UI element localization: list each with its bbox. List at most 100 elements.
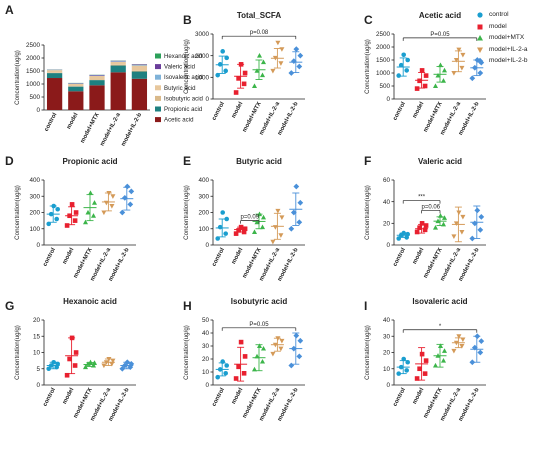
- data-point-g: [103, 360, 109, 365]
- data-point-e: [297, 199, 304, 206]
- stacked-bar-segment-a: [89, 80, 105, 86]
- x-tick-label-d: control: [42, 247, 57, 268]
- data-point-g: [90, 362, 97, 368]
- data-point-g: [85, 361, 91, 366]
- data-point-i: [422, 371, 428, 376]
- data-point-c: [398, 62, 404, 68]
- data-point-i: [453, 340, 459, 346]
- data-point-e: [251, 229, 258, 234]
- data-point-f: [456, 210, 462, 216]
- data-point-c: [477, 70, 484, 76]
- data-point-h: [260, 345, 267, 351]
- group-legend: control model model+MTX model+IL-2-a mod…: [476, 10, 552, 68]
- stacked-bar-segment-a: [46, 73, 63, 79]
- data-point-f: [459, 230, 465, 235]
- data-point-e: [293, 183, 300, 190]
- data-point-b: [272, 55, 278, 61]
- y-tick-label-b: 3000: [195, 31, 210, 38]
- data-point-c: [404, 68, 410, 73]
- data-point-f: [422, 227, 428, 233]
- data-point-d: [85, 209, 91, 215]
- data-point-g: [109, 361, 115, 367]
- y-tick-label-c: 2000: [376, 44, 391, 51]
- data-point-c: [432, 83, 439, 88]
- x-tick-label-c: model: [412, 101, 426, 119]
- y-axis-label-d: Concentration(ug/g): [14, 185, 21, 240]
- y-tick-label-i: 20: [383, 350, 391, 357]
- data-point-d: [46, 221, 51, 227]
- x-tick-label-b: model+MTX: [242, 101, 263, 133]
- y-tick-label-a: 1500: [26, 68, 41, 75]
- x-tick-label-e: model+IL-2-b: [277, 247, 300, 283]
- data-point-b: [256, 53, 263, 58]
- data-point-c: [471, 64, 478, 71]
- data-point-d: [67, 213, 72, 219]
- data-point-b: [288, 70, 295, 76]
- data-point-i: [441, 348, 448, 353]
- data-point-g: [67, 356, 72, 362]
- stacked-bar-segment-a: [89, 85, 105, 110]
- data-point-i: [396, 371, 402, 376]
- y-tick-label-d: 100: [29, 226, 40, 233]
- series-legend-label-a: Isobutyric acid: [164, 95, 203, 102]
- x-tick-label-g: control: [42, 387, 57, 408]
- data-point-b: [275, 40, 281, 46]
- data-point-c: [459, 65, 465, 71]
- legend-item-model: model: [476, 22, 552, 34]
- data-point-h: [241, 371, 247, 376]
- y-tick-label-c: 1000: [376, 70, 391, 77]
- y-tick-label-a: 0: [36, 107, 40, 114]
- data-point-g: [124, 359, 131, 366]
- data-point-f: [423, 223, 429, 228]
- data-point-f: [474, 207, 481, 214]
- legend-item-model-mtx: model+MTX: [476, 33, 552, 45]
- data-point-e: [290, 209, 297, 216]
- y-tick-label-f: 0: [386, 242, 390, 249]
- x-tick-label-d: model: [62, 247, 76, 265]
- data-point-g: [73, 350, 79, 355]
- x-tick-label-f: model: [412, 247, 426, 265]
- stacked-bar-segment-a: [68, 91, 84, 110]
- data-point-b: [236, 76, 241, 81]
- data-point-f: [435, 218, 441, 224]
- sig-label-b: p=0.08: [250, 30, 269, 36]
- data-point-f: [401, 230, 407, 236]
- series-legend-label-a: Valeric acid: [164, 64, 195, 71]
- chart-title-e: Butyric acid: [236, 157, 282, 166]
- sig-label-h: P=0.05: [249, 322, 269, 328]
- series-legend-label-a: Propionic acid: [164, 106, 202, 113]
- data-point-d: [124, 183, 131, 190]
- series-legend-swatch-a: [155, 74, 161, 80]
- sig-label-i: *: [439, 324, 442, 330]
- y-axis-label-g: Concentration(ug/g): [14, 325, 21, 380]
- data-point-g: [101, 363, 107, 369]
- panel-letter-f: F: [364, 154, 371, 168]
- y-tick-label-a: 2500: [26, 42, 41, 49]
- legend-label: model+MTX: [489, 34, 525, 41]
- data-point-b: [260, 59, 267, 65]
- y-tick-label-e: 300: [198, 193, 209, 200]
- x-tick-label-f: model+MTX: [423, 247, 444, 279]
- x-tick-label-c: control: [392, 101, 407, 122]
- data-point-f: [478, 213, 485, 220]
- x-tick-label-e: model+MTX: [242, 247, 263, 279]
- x-tick-label-e: control: [211, 247, 226, 268]
- y-axis-label-i: Concentration(ug/g): [364, 325, 371, 380]
- y-tick-label-d: 0: [36, 242, 40, 249]
- legend-label: model: [489, 22, 507, 30]
- x-tick-label-i: model+IL-2-b: [458, 387, 481, 423]
- data-point-c: [453, 58, 459, 63]
- y-tick-label-b: 1000: [195, 75, 210, 82]
- panel-letter-c: C: [364, 13, 373, 27]
- data-point-h: [270, 351, 276, 357]
- data-point-b: [290, 58, 297, 64]
- x-tick-label-c: model+IL-2-b: [458, 101, 481, 137]
- data-point-b: [217, 62, 223, 67]
- series-legend-swatch-a: [155, 85, 161, 91]
- data-point-e: [278, 233, 284, 238]
- sig-label-e: p=0.09: [241, 215, 260, 221]
- data-point-c: [435, 72, 441, 78]
- chart-title-g: Hexanoic acid: [63, 297, 117, 306]
- data-point-f: [460, 214, 466, 220]
- data-point-d: [103, 200, 109, 206]
